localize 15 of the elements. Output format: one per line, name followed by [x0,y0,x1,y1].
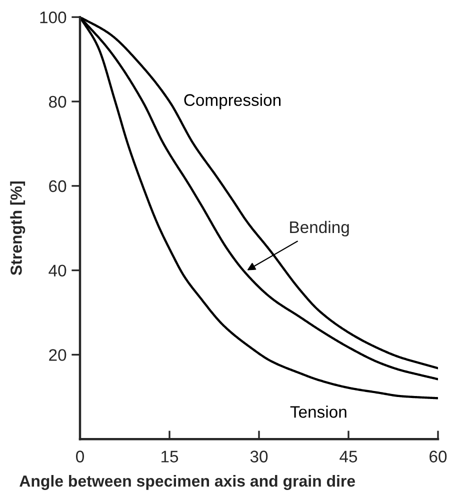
y-axis-title: Strength [%] [10,182,26,276]
series-label: Compression [184,94,280,110]
y-tick-label: 20 [49,349,66,361]
x-tick-label: 0 [76,450,84,462]
x-tick-label: 15 [162,450,178,462]
annotation: Bending [290,220,349,236]
x-tick-label: 60 [430,450,447,462]
y-tick-label: 100 [40,12,66,24]
series-label: Tension [290,406,346,418]
x-axis-title: Angle between specimen axis and grain dire [20,474,356,490]
y-tick-label: 80 [48,96,66,108]
x-tick-label: 30 [250,450,268,462]
x-tick-label: 45 [340,450,358,462]
y-tick-label: 60 [49,180,66,192]
y-tick-label: 40 [48,264,66,277]
